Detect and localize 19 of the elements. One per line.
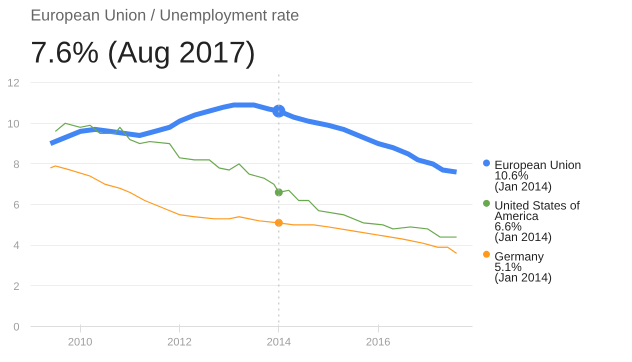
point	[274, 188, 283, 196]
line-series	[50, 165, 458, 254]
line-series	[54, 122, 458, 238]
y-tick-label: 8	[13, 158, 20, 171]
point	[274, 218, 283, 227]
x-tick-label: 2016	[366, 336, 390, 348]
chart-title: European Union / Unemployment rate	[30, 8, 300, 24]
y-tick-label: 12	[7, 78, 20, 90]
x-tick-label: 2014	[266, 336, 292, 348]
chart-subtitle: 7.6% (Aug 2017)	[30, 36, 256, 70]
y-tick-label: 0	[13, 322, 20, 334]
x-tick-label: 2010	[68, 336, 92, 348]
point	[272, 104, 286, 118]
y-tick-label: 6	[13, 200, 20, 212]
x-tick-label: 2012	[167, 336, 192, 348]
y-tick-label: 10	[7, 118, 20, 130]
y-tick-label: 4	[13, 240, 20, 252]
y-tick-label: 2	[13, 280, 20, 293]
legend-label: European Union	[494, 158, 582, 172]
